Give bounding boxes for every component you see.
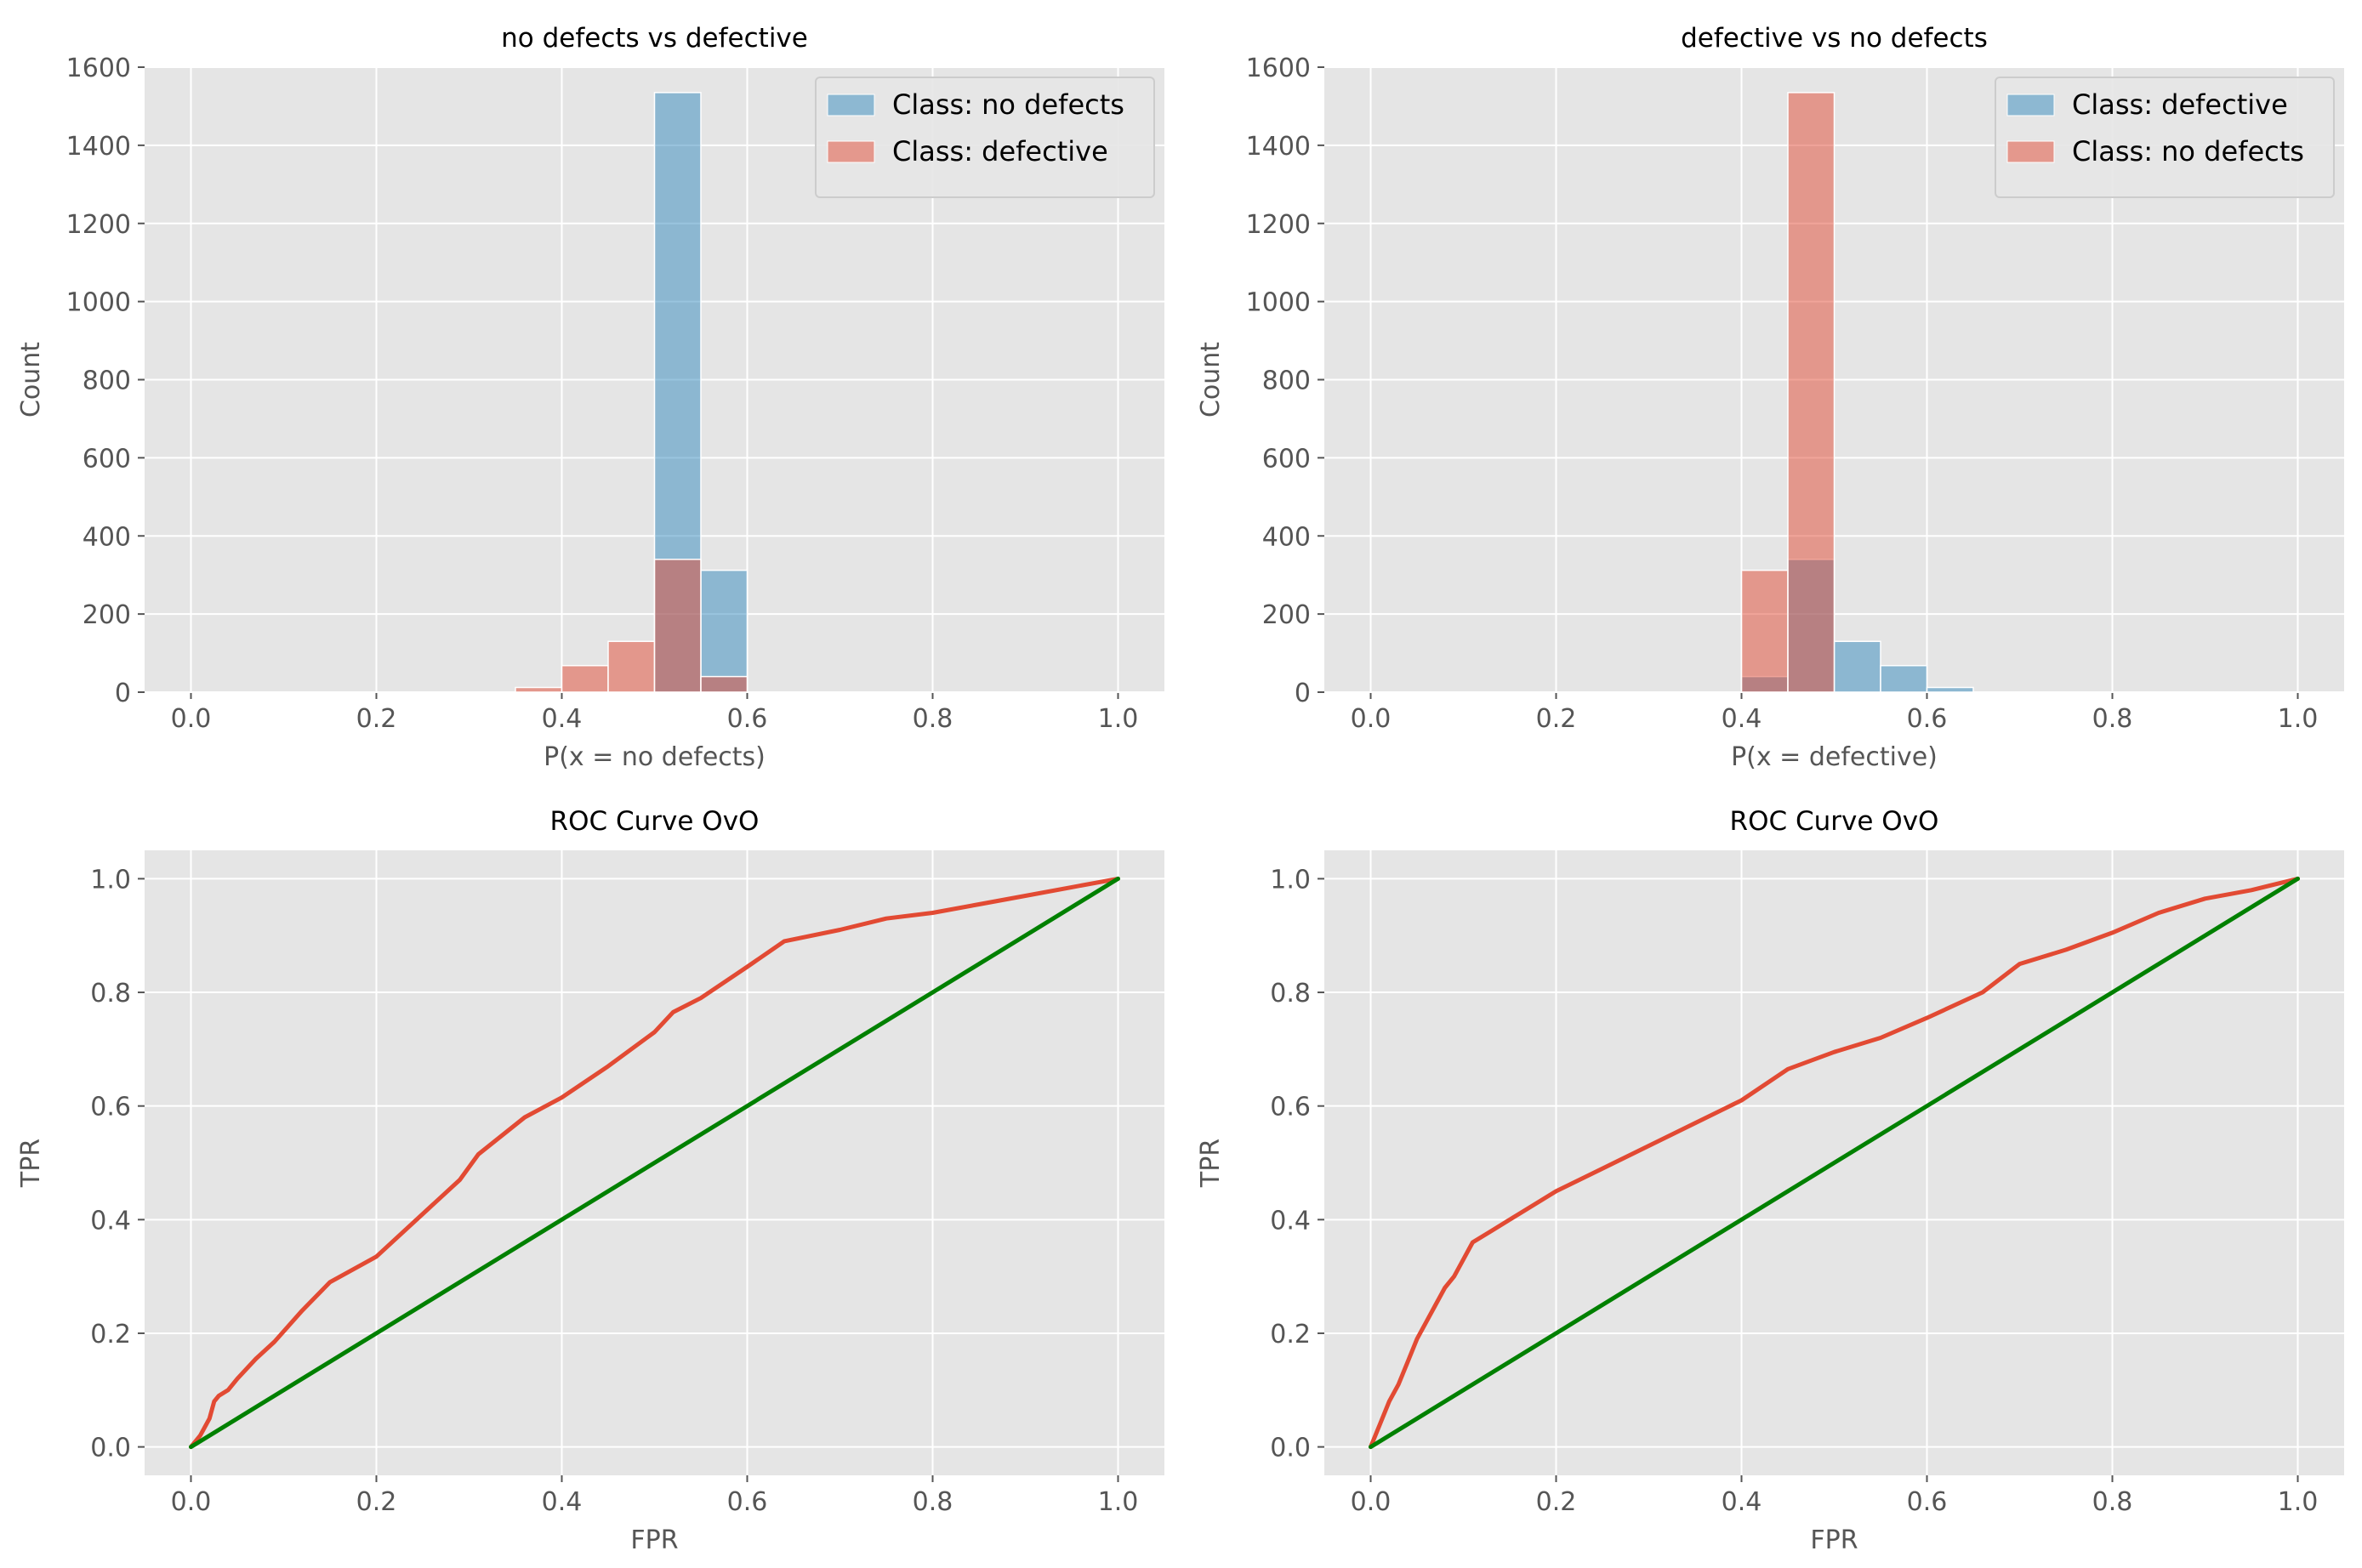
x-axis-label: FPR — [1810, 1525, 1858, 1555]
x-axis-label: P(x = no defects) — [544, 742, 766, 772]
chance-diagonal-line — [189, 876, 1120, 1450]
y-tick-label: 0.4 — [90, 1206, 131, 1236]
y-tick-label: 1400 — [1246, 132, 1311, 162]
roc-curve-line — [189, 876, 1120, 1450]
legend-swatch — [827, 94, 875, 116]
x-tick-label: 0.4 — [542, 1487, 583, 1517]
y-tick-label: 0.6 — [1270, 1093, 1311, 1122]
y-tick-label: 400 — [83, 522, 131, 552]
x-tick-label: 0.4 — [1722, 1487, 1762, 1517]
legend-box — [1995, 77, 2335, 198]
x-tick-label: 0.8 — [913, 1487, 953, 1517]
y-tick-label: 800 — [83, 366, 131, 396]
y-tick-label: 1000 — [1246, 288, 1311, 318]
legend-label: Class: defective — [892, 135, 1108, 168]
x-axis-label: P(x = defective) — [1731, 742, 1938, 772]
x-tick-label: 0.4 — [1722, 704, 1762, 734]
x-tick-label: 0.0 — [1351, 704, 1392, 734]
legend-box — [815, 77, 1155, 198]
x-tick-label: 0.2 — [356, 704, 397, 734]
chart-title: no defects vs defective — [501, 23, 808, 54]
histogram-bar-series-1 — [1880, 665, 1928, 693]
chart-panel-2: 0.0 0.2 0.4 0.6 0.8 1.0 0 200 400 600 800 1000 1200 1… — [1196, 23, 2344, 772]
y-tick-label: 1200 — [1246, 210, 1311, 240]
histogram-bar-series-2 — [515, 686, 563, 693]
histogram-bar-series-1 — [1833, 640, 1881, 693]
histogram-bar-series-2 — [1787, 92, 1836, 693]
legend-swatch — [2006, 94, 2055, 116]
x-tick-label: 0.2 — [1536, 704, 1577, 734]
histogram-bar-series-2 — [700, 675, 748, 693]
chart-panel-3: 0.0 0.2 0.4 0.6 0.8 1.0 0.0 0.2 0.4 0.6 0.8 1.0 ROC … — [16, 806, 1164, 1555]
y-tick-label: 1.0 — [90, 865, 131, 895]
x-tick-label: 0.6 — [1907, 704, 1948, 734]
y-tick-label: 0.6 — [90, 1093, 131, 1122]
y-tick-label: 400 — [1262, 522, 1311, 552]
y-tick-label: 0 — [1295, 679, 1311, 708]
x-tick-label: 0.6 — [727, 704, 768, 734]
y-tick-label: 1.0 — [1270, 865, 1311, 895]
legend-label: Class: no defects — [2072, 135, 2304, 168]
chart-title: ROC Curve OvO — [1730, 806, 1939, 837]
chart-panel-1: 0.0 0.2 0.4 0.6 0.8 1.0 0 200 400 600 800 1000 1200 1… — [16, 23, 1164, 772]
y-tick-label: 200 — [1262, 600, 1311, 630]
x-tick-label: 0.0 — [171, 1487, 212, 1517]
legend-label: Class: no defects — [892, 88, 1124, 121]
y-tick-label: 1400 — [66, 132, 131, 162]
x-tick-label: 0.0 — [171, 704, 212, 734]
y-tick-label: 0.2 — [1270, 1320, 1311, 1349]
x-tick-label: 0.2 — [1536, 1487, 1577, 1517]
chance-diagonal-line — [1369, 876, 2300, 1450]
histogram-bar-series-2 — [561, 665, 609, 693]
histogram-bar-series-2 — [653, 559, 702, 693]
y-tick-label: 800 — [1262, 366, 1311, 396]
y-tick-label: 600 — [1262, 444, 1311, 474]
legend: Class: defective Class: no defects — [1995, 77, 2335, 198]
x-tick-label: 1.0 — [1098, 1487, 1139, 1517]
legend-label: Class: defective — [2072, 88, 2288, 121]
x-tick-label: 1.0 — [2278, 1487, 2319, 1517]
y-tick-label: 1600 — [66, 54, 131, 83]
x-tick-label: 0.8 — [913, 704, 953, 734]
histogram-bar-series-2 — [1740, 569, 1789, 693]
legend-swatch — [2006, 140, 2055, 163]
y-axis-label: Count — [1196, 342, 1226, 418]
y-axis-label: Count — [16, 342, 46, 418]
y-tick-label: 1600 — [1246, 54, 1311, 83]
legend: Class: no defects Class: defective — [815, 77, 1155, 198]
chart-title: defective vs no defects — [1681, 23, 1988, 54]
x-tick-label: 0.0 — [1351, 1487, 1392, 1517]
x-tick-label: 0.2 — [356, 1487, 397, 1517]
y-tick-label: 0.8 — [1270, 979, 1311, 1008]
x-tick-label: 0.8 — [2092, 1487, 2133, 1517]
y-tick-label: 1000 — [66, 288, 131, 318]
y-axis-label: TPR — [16, 1139, 46, 1188]
legend-swatch — [827, 140, 875, 163]
y-tick-label: 1200 — [66, 210, 131, 240]
roc-curve-line — [1369, 876, 2300, 1450]
y-tick-label: 600 — [83, 444, 131, 474]
y-tick-label: 0.2 — [90, 1320, 131, 1349]
x-tick-label: 1.0 — [2278, 704, 2319, 734]
histogram-bar-series-1 — [700, 569, 748, 693]
y-tick-label: 0.4 — [1270, 1206, 1311, 1236]
x-tick-label: 0.6 — [1907, 1487, 1948, 1517]
x-tick-label: 0.8 — [2092, 704, 2133, 734]
y-tick-label: 0.0 — [1270, 1434, 1311, 1463]
histogram-bar-series-2 — [607, 640, 656, 693]
chart-panel-4: 0.0 0.2 0.4 0.6 0.8 1.0 0.0 0.2 0.4 0.6 0.8 1.0 ROC … — [1196, 806, 2344, 1555]
y-tick-label: 0 — [115, 679, 131, 708]
y-tick-label: 0.0 — [90, 1434, 131, 1463]
x-axis-label: FPR — [630, 1525, 678, 1555]
histogram-bar-series-1 — [1926, 686, 1974, 693]
x-tick-label: 0.4 — [542, 704, 583, 734]
chart-title: ROC Curve OvO — [550, 806, 760, 837]
y-tick-label: 200 — [83, 600, 131, 630]
y-tick-label: 0.8 — [90, 979, 131, 1008]
x-tick-label: 0.6 — [727, 1487, 768, 1517]
x-tick-label: 1.0 — [1098, 704, 1139, 734]
y-axis-label: TPR — [1196, 1139, 1226, 1188]
